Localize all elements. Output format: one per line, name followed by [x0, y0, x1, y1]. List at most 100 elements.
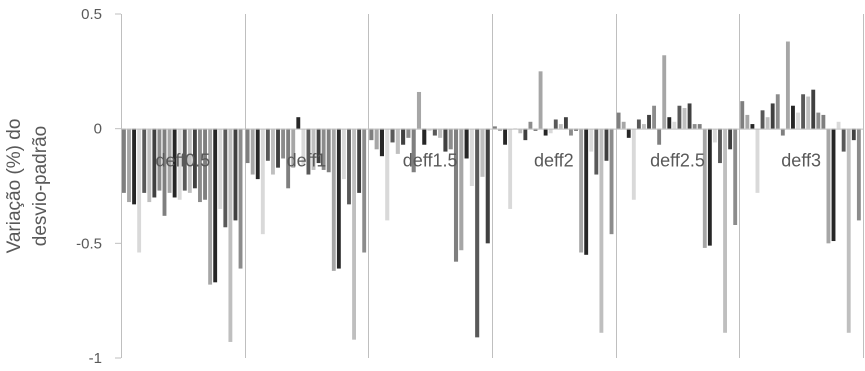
- bar: [528, 121, 533, 129]
- bar: [652, 105, 657, 129]
- bar: [390, 128, 395, 143]
- bar: [856, 128, 861, 221]
- bar: [475, 128, 480, 338]
- y-axis-title-line-1: Variação (%) do: [4, 119, 25, 254]
- bar: [357, 128, 362, 193]
- bar: [127, 128, 131, 203]
- bar: [157, 128, 162, 191]
- bar: [687, 103, 692, 129]
- bar: [636, 119, 641, 129]
- bar: [589, 128, 594, 152]
- bar: [770, 103, 775, 129]
- bar: [631, 128, 636, 200]
- bar: [464, 128, 469, 159]
- y-tick-label: -1: [89, 350, 102, 367]
- bar: [395, 128, 400, 154]
- group-label: deff2: [534, 151, 574, 171]
- group-separators: [121, 14, 864, 358]
- bar: [347, 128, 351, 205]
- bar: [432, 128, 437, 136]
- bar: [740, 101, 745, 129]
- bar: [250, 128, 255, 175]
- bar: [448, 128, 453, 150]
- bar: [599, 128, 604, 333]
- bar: [245, 128, 250, 164]
- bar: [647, 114, 651, 129]
- bar: [718, 128, 722, 164]
- group-label: deff0.5: [155, 151, 210, 171]
- bar: [238, 128, 243, 269]
- bar: [677, 105, 682, 129]
- bar: [846, 128, 851, 333]
- bar: [172, 128, 177, 198]
- bar: [260, 128, 265, 235]
- bar: [594, 128, 599, 175]
- group-label: deff3: [781, 151, 821, 171]
- bar: [851, 128, 856, 141]
- bar: [642, 124, 646, 129]
- bar: [341, 128, 346, 180]
- bar: [533, 128, 538, 131]
- bar: [523, 128, 528, 141]
- bar: [271, 128, 275, 175]
- bar: [558, 124, 563, 129]
- bar: [604, 128, 609, 161]
- bar: [142, 128, 147, 193]
- bar: [816, 112, 821, 129]
- bar: [538, 71, 543, 129]
- bar: [223, 128, 228, 228]
- bar: [518, 128, 523, 134]
- bar: [723, 128, 727, 333]
- bar: [682, 108, 687, 129]
- bar: [569, 128, 573, 136]
- bar: [265, 128, 270, 161]
- bar: [801, 94, 806, 129]
- bar: [137, 128, 142, 253]
- bar: [152, 128, 157, 198]
- bar: [218, 128, 223, 209]
- bar: [422, 128, 427, 145]
- group-labels: deff0.5 deff1 deff1.5 deff2 deff2.5 deff3: [155, 151, 821, 171]
- bar: [728, 128, 733, 150]
- bar: [406, 128, 411, 138]
- bar: [712, 128, 717, 143]
- bar: [692, 124, 697, 129]
- bar: [811, 89, 816, 129]
- bar: [707, 128, 712, 246]
- bar: [563, 117, 568, 129]
- bar: [427, 128, 432, 131]
- bar: [667, 117, 672, 129]
- y-tick-label: 0.5: [81, 6, 102, 23]
- bar: [301, 128, 306, 166]
- bar: [616, 112, 621, 129]
- bar: [672, 121, 677, 129]
- bar: [336, 128, 341, 269]
- y-axis-title-line-2: desvio-padrão: [30, 126, 51, 246]
- bar: [401, 128, 406, 145]
- bar: [316, 128, 321, 164]
- y-tick-label: 0: [94, 121, 102, 138]
- bar: [192, 128, 197, 189]
- bar: [609, 128, 614, 235]
- bar: [213, 128, 218, 283]
- bar: [453, 128, 459, 262]
- bar: [203, 128, 207, 200]
- bar: [321, 128, 326, 170]
- bar: [508, 128, 513, 209]
- bar: [760, 110, 765, 129]
- bar: [311, 128, 316, 170]
- bar: [286, 128, 291, 189]
- bar: [374, 128, 379, 150]
- bar: [806, 96, 811, 129]
- bar: [503, 128, 508, 145]
- bar: [841, 128, 846, 152]
- bar: [411, 128, 416, 173]
- bar: [208, 128, 213, 285]
- bar: [228, 128, 233, 342]
- bar: [702, 128, 707, 248]
- bar: [198, 128, 202, 203]
- bar: [657, 128, 662, 145]
- bar: [385, 128, 390, 221]
- bar: [132, 128, 137, 205]
